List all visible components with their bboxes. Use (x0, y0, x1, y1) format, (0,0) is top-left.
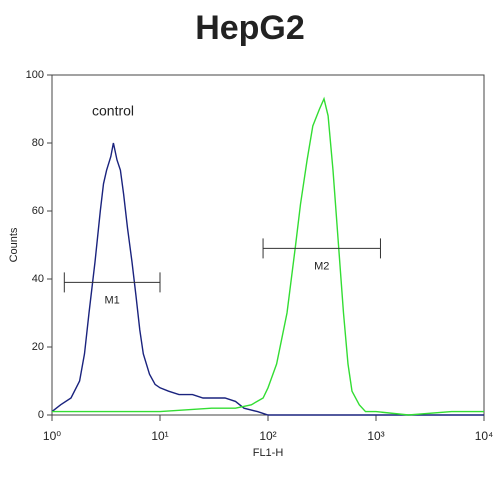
x-tick-label: 10⁰ (43, 429, 61, 443)
y-tick-label: 0 (38, 409, 44, 421)
histogram-line (52, 96, 484, 416)
chart-title: HepG2 (195, 9, 305, 47)
y-tick-label: 80 (32, 137, 44, 149)
x-axis-label: FL1-H (253, 447, 284, 459)
y-axis-label: Counts (8, 227, 20, 262)
y-tick-label: 100 (26, 69, 44, 81)
x-tick-label: 10³ (367, 429, 384, 443)
histogram-line (51, 142, 484, 416)
y-tick-label: 60 (32, 205, 44, 217)
plot-frame (51, 74, 485, 416)
y-tick-label: 20 (32, 341, 44, 353)
x-tick-label: 10¹ (151, 429, 168, 443)
y-tick-label: 40 (32, 273, 44, 285)
annotation: control (92, 103, 134, 119)
x-tick-label: 10⁴ (475, 429, 494, 443)
x-tick-label: 10² (259, 429, 276, 443)
gate-label: M1 (105, 294, 120, 306)
gate-label: M2 (314, 260, 329, 272)
